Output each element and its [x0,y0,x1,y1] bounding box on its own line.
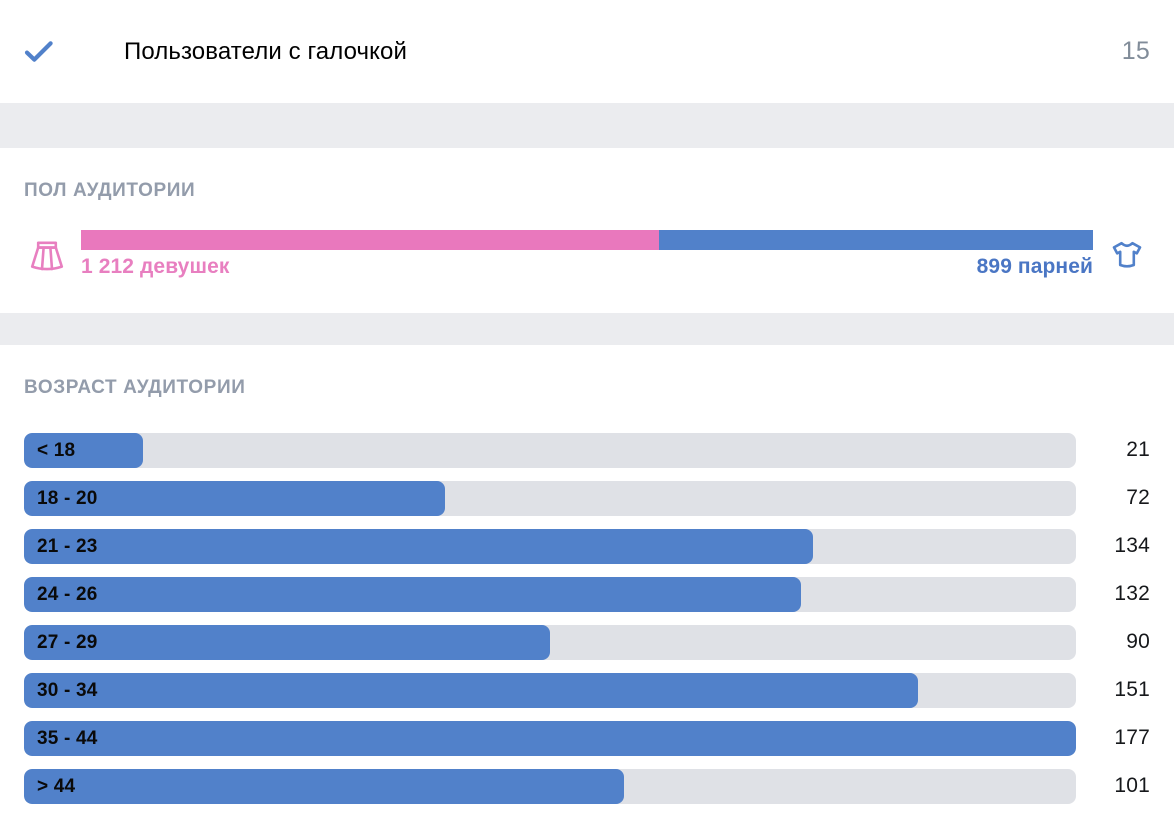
age-bar-row: 18 - 20 72 [24,474,1150,522]
age-bar-fill [24,432,143,468]
gender-stacked-bar [81,230,1093,250]
age-bar-label: 18 - 20 [37,487,98,509]
verified-users-row[interactable]: Пользователи с галочкой 15 [0,0,1174,103]
age-bar-label: 30 - 34 [37,679,98,701]
check-icon-wrapper [24,40,68,64]
age-bar-track: 27 - 29 [24,624,1076,660]
age-bar-row: 24 - 26 132 [24,570,1150,618]
age-bar-track: > 44 [24,768,1076,804]
verified-users-label: Пользователи с галочкой [124,37,407,65]
gender-section-title: ПОЛ АУДИТОРИИ [24,180,196,201]
age-bar-value: 151 [1114,678,1150,701]
age-bar-fill [24,480,445,516]
age-bar-row: > 44 101 [24,762,1150,810]
age-bar-list: < 18 21 18 - 20 72 21 - 23 134 24 - 26 132 27 - … [24,426,1150,810]
age-bar-track: < 18 [24,432,1076,468]
gender-bar-male [658,230,1093,250]
age-bar-label: < 18 [37,439,76,461]
male-count-label: 899 парней [976,255,1093,278]
age-bar-row: 35 - 44 177 [24,714,1150,762]
age-bar-label: 27 - 29 [37,631,98,653]
check-icon [24,40,53,62]
gender-section: ПОЛ АУДИТОРИИ 1 212 д [0,148,1174,313]
age-bar-track: 30 - 34 [24,672,1076,708]
age-bar-fill [24,768,624,804]
age-bar-value: 72 [1126,486,1150,509]
age-bar-label: 21 - 23 [37,535,98,557]
age-bar-track: 18 - 20 [24,480,1076,516]
age-bar-value: 134 [1114,534,1150,557]
female-count-label: 1 212 девушек [81,255,230,278]
age-bar-track: 35 - 44 [24,720,1076,756]
skirt-icon [30,241,64,271]
age-bar-label: 35 - 44 [37,727,98,749]
age-bar-fill [24,672,919,708]
section-divider-1 [0,103,1174,148]
age-bar-row: 30 - 34 151 [24,666,1150,714]
age-bar-value: 177 [1114,726,1150,749]
age-bar-track: 24 - 26 [24,576,1076,612]
gender-bar-group: 1 212 девушек 899 парней [70,230,1104,279]
age-bar-fill [24,528,813,564]
skirt-icon-wrapper [24,232,70,278]
age-bar-label: > 44 [37,775,76,797]
age-section-title: ВОЗРАСТ АУДИТОРИИ [24,377,246,398]
age-bar-track: 21 - 23 [24,528,1076,564]
age-bar-row: 27 - 29 90 [24,618,1150,666]
age-bar-value: 21 [1126,438,1150,461]
gender-bar-labels: 1 212 девушек 899 парней [81,255,1093,279]
tshirt-icon [1112,241,1142,268]
age-bar-label: 24 - 26 [37,583,98,605]
age-bar-fill [24,720,1076,756]
section-divider-2 [0,313,1174,345]
tshirt-icon-wrapper [1104,232,1150,278]
age-bar-fill [24,576,802,612]
gender-chart: 1 212 девушек 899 парней [24,230,1150,279]
age-section: ВОЗРАСТ АУДИТОРИИ < 18 21 18 - 20 72 21 - 23… [0,345,1174,826]
age-bar-row: 21 - 23 134 [24,522,1150,570]
age-bar-row: < 18 21 [24,426,1150,474]
age-bar-fill [24,624,550,660]
age-bar-value: 101 [1114,774,1150,797]
age-bar-value: 90 [1126,630,1150,653]
gender-bar-female [81,230,659,250]
age-bar-value: 132 [1114,582,1150,605]
verified-users-count: 15 [1121,37,1150,65]
